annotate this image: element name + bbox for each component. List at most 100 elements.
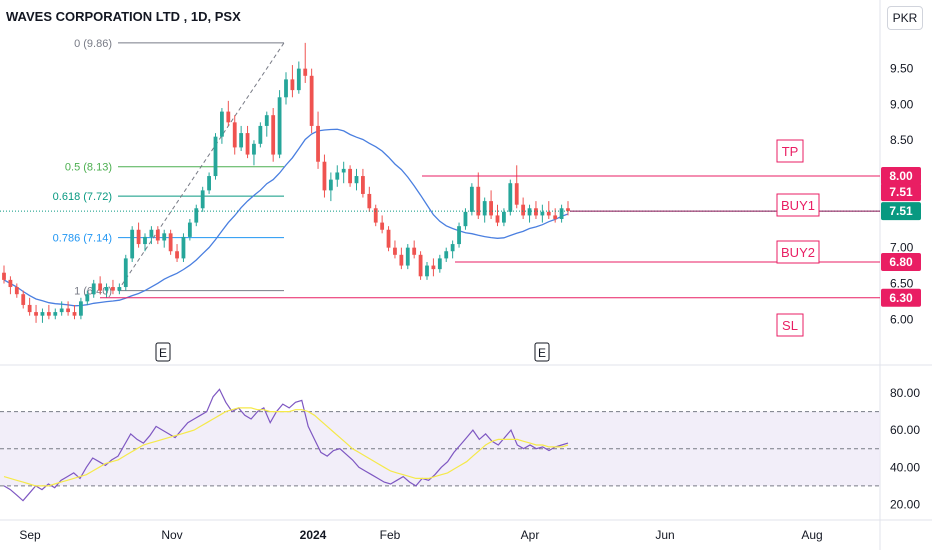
candle-body xyxy=(46,312,51,316)
candle-body xyxy=(482,201,487,216)
price-axis-badge xyxy=(881,167,921,186)
trade-level-label: SL xyxy=(782,318,798,333)
candle-body xyxy=(207,176,211,191)
moving-average-line xyxy=(3,128,569,307)
candle-body xyxy=(194,208,199,223)
time-tick-label: Apr xyxy=(521,528,540,542)
candle-body xyxy=(14,287,19,295)
candle-body xyxy=(303,68,308,76)
candle-body xyxy=(168,233,173,252)
candle-body xyxy=(2,272,6,280)
candle-body xyxy=(418,254,423,277)
candle-body xyxy=(566,208,570,212)
trade-level-label-box xyxy=(776,240,820,264)
candle-body xyxy=(457,226,461,245)
price-tick-label: 6.50 xyxy=(890,276,914,290)
price-tick-label: 7.00 xyxy=(890,241,914,255)
trade-level-label-box xyxy=(776,313,804,337)
time-tick-label: Jun xyxy=(655,528,674,542)
candle-body xyxy=(399,254,404,266)
price-axis-badge xyxy=(881,183,921,202)
earnings-marker xyxy=(155,342,171,362)
candle-body xyxy=(476,186,481,216)
candle-body xyxy=(361,176,365,194)
candle-body xyxy=(175,251,179,259)
candle-body xyxy=(85,294,90,302)
price-axis-badge-text: 6.80 xyxy=(889,255,913,269)
candle-body xyxy=(316,125,320,162)
trade-level-label-box xyxy=(776,193,820,217)
candle-body xyxy=(72,312,77,316)
candle-body xyxy=(348,168,352,184)
candle-body xyxy=(220,111,224,137)
price-tick-label: 8.50 xyxy=(890,133,914,147)
candle-body xyxy=(66,308,70,313)
price-axis-badge-text: 7.51 xyxy=(889,185,913,199)
candle-body xyxy=(98,283,103,291)
candle-body xyxy=(21,294,26,305)
candle-body xyxy=(444,251,449,259)
candle-body xyxy=(27,304,32,313)
candle-body xyxy=(508,183,513,212)
candle-body xyxy=(341,168,346,173)
candle-body xyxy=(104,287,109,291)
candle-body xyxy=(386,229,391,248)
candle-body xyxy=(425,265,429,277)
candle-body xyxy=(130,229,135,259)
time-tick-label: Aug xyxy=(801,528,822,542)
chart-title: WAVES CORPORATION LTD , 1D, PSX xyxy=(6,9,241,24)
candle-body xyxy=(290,79,295,91)
price-tick-label: 9.00 xyxy=(890,97,914,111)
trade-level-label: BUY1 xyxy=(781,198,815,213)
currency-button[interactable]: PKR xyxy=(887,6,923,30)
candle-body xyxy=(149,229,154,237)
candle-body xyxy=(181,236,186,259)
candle-body xyxy=(258,125,263,144)
price-axis-badge xyxy=(881,252,921,271)
candle-body xyxy=(367,193,372,209)
candle-body xyxy=(393,247,397,255)
candle-body xyxy=(540,211,545,216)
current-price-badge xyxy=(881,202,921,221)
candle-body xyxy=(437,258,442,270)
candle-body xyxy=(111,287,115,291)
candle-body xyxy=(226,111,231,123)
candle-body xyxy=(335,172,340,180)
trade-level-label: TP xyxy=(782,144,799,159)
trade-level-label: BUY2 xyxy=(781,245,815,260)
candle-body xyxy=(155,229,160,241)
price-axis-badge xyxy=(881,288,921,307)
candle-body xyxy=(553,215,558,220)
candle-body xyxy=(200,190,205,209)
candle-body xyxy=(271,115,276,155)
candle-body xyxy=(245,133,250,155)
candle-body xyxy=(322,161,327,191)
candle-body xyxy=(534,208,538,216)
candle-body xyxy=(559,208,564,220)
time-tick-label: Nov xyxy=(161,528,182,542)
candle-body xyxy=(162,233,167,241)
candle-body xyxy=(59,308,64,313)
candle-body xyxy=(143,236,147,245)
trade-level-label-box xyxy=(776,139,804,163)
candle-body xyxy=(412,247,417,255)
fib-level-label: 0 (9.86) xyxy=(74,38,112,50)
candle-body xyxy=(239,133,244,148)
candle-body xyxy=(91,283,96,295)
candle-body xyxy=(309,75,314,126)
earnings-marker xyxy=(534,342,550,362)
candle-body xyxy=(40,312,45,316)
rsi-tick-label: 80.00 xyxy=(890,386,920,400)
candle-body xyxy=(546,211,551,216)
candle-body xyxy=(450,244,455,252)
candle-body xyxy=(79,301,83,316)
candle-body xyxy=(527,208,532,216)
candle-body xyxy=(521,204,526,216)
rsi-band-fill xyxy=(0,411,880,486)
candle-body xyxy=(463,211,468,227)
candle-body xyxy=(354,176,359,184)
candle-body xyxy=(264,115,269,126)
earnings-marker-label: E xyxy=(159,346,167,360)
